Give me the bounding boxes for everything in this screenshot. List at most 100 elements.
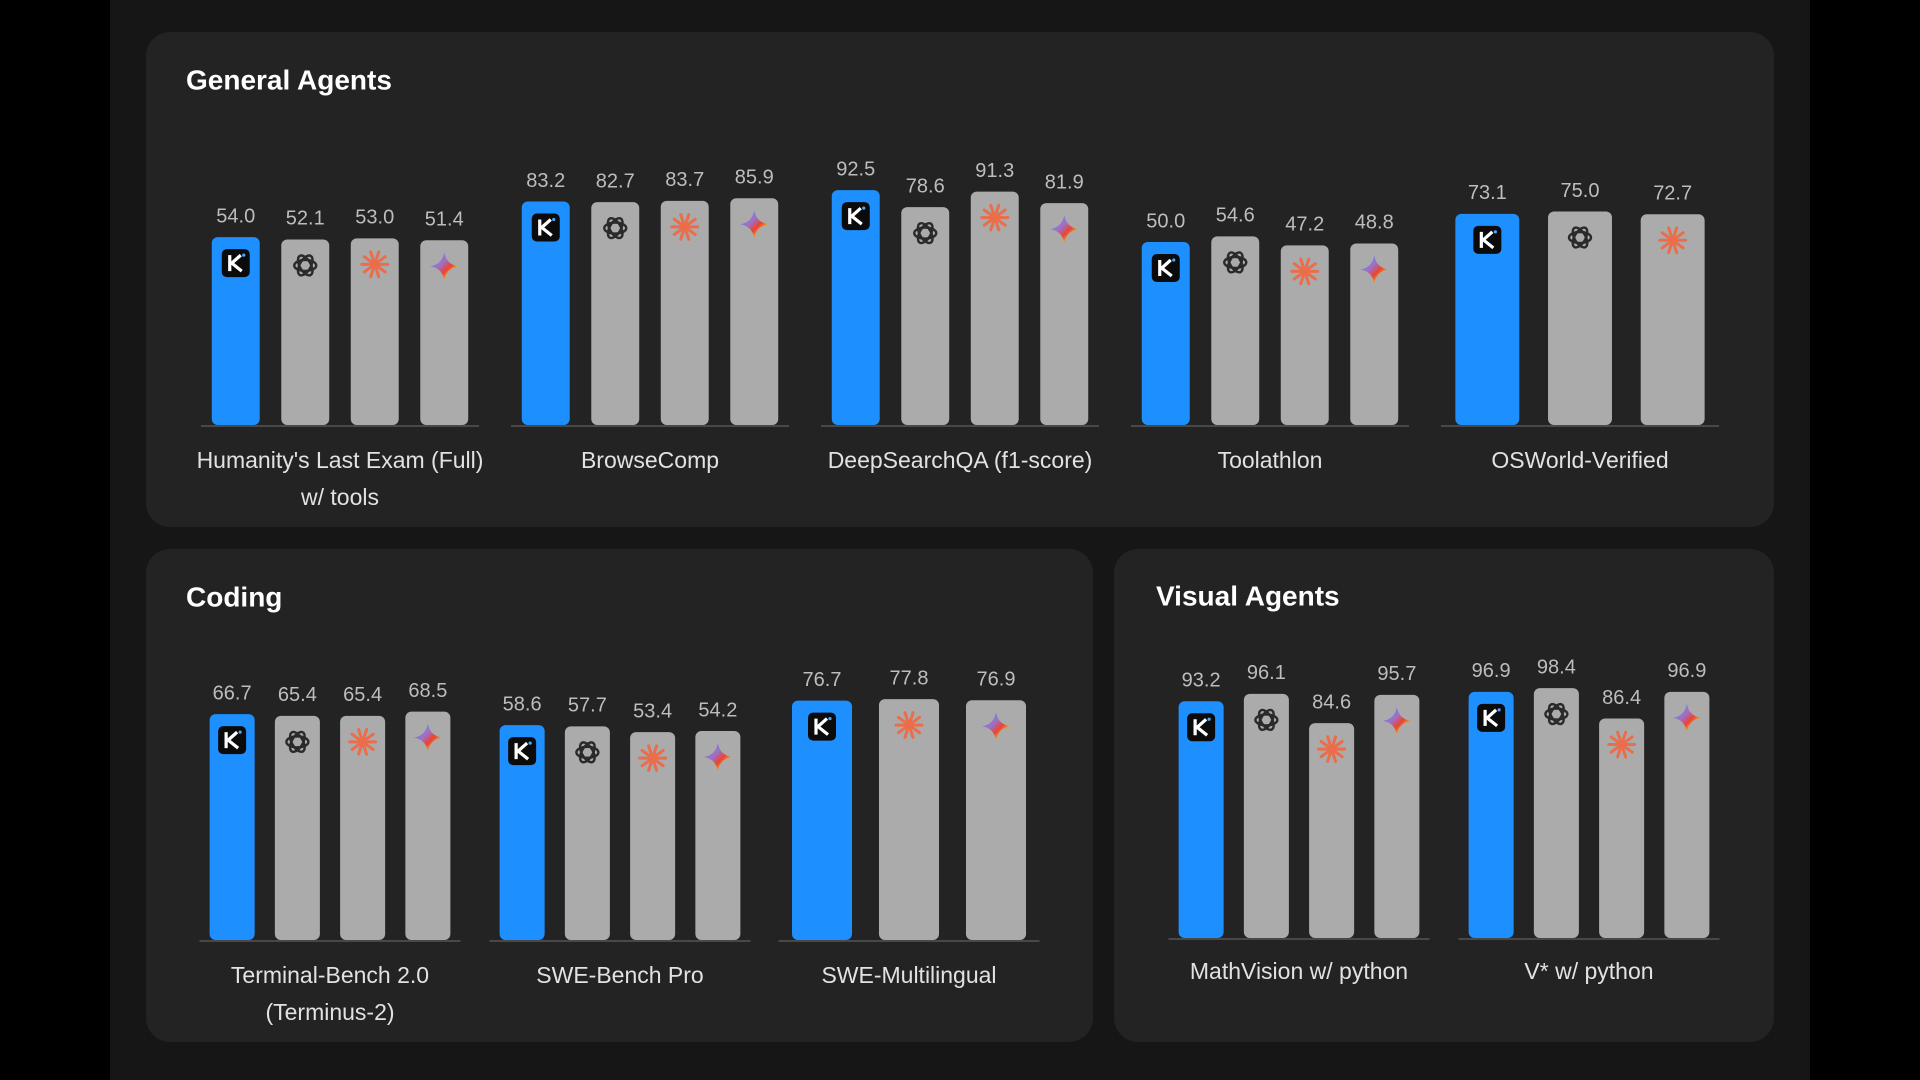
panel-title: Coding xyxy=(186,581,282,612)
logo-dot xyxy=(828,716,832,721)
logo-bg xyxy=(531,213,560,242)
logo-ray xyxy=(373,255,387,266)
logo-ray xyxy=(1330,739,1344,751)
bar xyxy=(1243,693,1289,938)
bar xyxy=(730,198,779,425)
category-label: SWE-Multilingual xyxy=(821,962,996,988)
logo-glyph xyxy=(1158,258,1173,278)
category-label: Terminal-Bench 2.0 (Terminus-2) xyxy=(231,962,429,1025)
value-label: 83.2 xyxy=(526,170,565,192)
bar xyxy=(420,240,469,425)
value-label: 54.2 xyxy=(698,699,737,721)
value-label: 96.9 xyxy=(1667,660,1706,682)
logo-dot xyxy=(238,730,242,734)
logo-ring xyxy=(293,258,318,273)
bar xyxy=(1664,691,1710,938)
logo-ray xyxy=(907,715,922,727)
bar xyxy=(1599,718,1645,938)
logo-ring xyxy=(916,221,934,245)
value-label: 86.4 xyxy=(1602,687,1641,709)
value-label: 53.0 xyxy=(355,207,394,229)
model-logo xyxy=(575,741,600,764)
value-label: 65.4 xyxy=(278,684,317,706)
bar xyxy=(1350,243,1399,425)
bar xyxy=(970,191,1019,425)
bar xyxy=(1640,214,1705,425)
logo-dot xyxy=(862,206,866,210)
logo-star xyxy=(982,712,1010,741)
bar xyxy=(211,237,260,425)
category-label: SWE-Bench Pro xyxy=(536,962,703,988)
logo-ring xyxy=(288,730,306,753)
logo-star xyxy=(1360,255,1389,284)
model-logo xyxy=(808,712,836,741)
bar xyxy=(340,715,386,940)
model-logo xyxy=(221,249,250,278)
value-label: 58.6 xyxy=(503,693,542,715)
logo-ring xyxy=(288,730,306,753)
logo-ring xyxy=(578,741,596,764)
logo-ray xyxy=(1671,231,1685,242)
logo-ring xyxy=(606,216,624,240)
logo-dot xyxy=(1207,717,1211,721)
logo-ring xyxy=(1257,708,1275,732)
value-label: 48.8 xyxy=(1355,212,1394,234)
logo-star xyxy=(430,252,459,281)
logo-ring xyxy=(1544,707,1569,721)
bar xyxy=(564,726,610,940)
value-label: 76.7 xyxy=(803,669,842,691)
bar xyxy=(209,714,255,940)
model-logo xyxy=(1187,713,1216,742)
model-logo xyxy=(1567,226,1593,249)
value-label: 68.5 xyxy=(408,680,447,702)
category-label: Humanity's Last Exam (Full) w/ tools xyxy=(197,447,484,510)
value-label: 47.2 xyxy=(1285,214,1324,236)
bar xyxy=(831,190,880,425)
bar xyxy=(521,201,570,425)
model-logo xyxy=(1477,703,1506,732)
model-logo xyxy=(360,250,390,279)
value-label: 91.3 xyxy=(975,160,1014,182)
bar xyxy=(695,731,741,940)
logo-ring xyxy=(1226,251,1244,274)
logo-glyph xyxy=(848,206,863,226)
bar xyxy=(1141,242,1190,425)
logo-ray xyxy=(361,732,375,744)
model-logo xyxy=(1658,226,1688,255)
value-label: 76.9 xyxy=(977,669,1016,691)
logo-ring xyxy=(296,254,314,277)
bar xyxy=(791,700,853,940)
value-label: 75.0 xyxy=(1561,180,1600,202)
logo-ring xyxy=(603,221,628,235)
logo-ray xyxy=(683,217,697,229)
logo-ray xyxy=(1620,735,1634,747)
bar xyxy=(1374,694,1420,938)
logo-ring xyxy=(1223,255,1248,270)
model-logo xyxy=(841,202,870,231)
logo-dot xyxy=(1497,708,1501,712)
value-label: 53.4 xyxy=(633,700,672,722)
logo-ring xyxy=(1547,702,1565,726)
model-logo xyxy=(740,210,769,239)
panel-title: General Agents xyxy=(186,64,392,95)
model-logo xyxy=(1544,702,1569,726)
logo-bg xyxy=(218,726,247,755)
logo-ring xyxy=(1567,230,1593,245)
model-logo xyxy=(980,203,1010,232)
logo-dot xyxy=(1172,258,1176,262)
model-logo xyxy=(894,711,924,739)
bar xyxy=(1533,688,1579,938)
category-label: DeepSearchQA (f1-score) xyxy=(828,447,1093,473)
logo-ring xyxy=(296,254,314,277)
bar xyxy=(660,200,709,425)
bar xyxy=(350,238,399,425)
value-label: 54.6 xyxy=(1216,205,1255,227)
panel-title: Visual Agents xyxy=(1156,580,1340,611)
model-logo xyxy=(218,726,247,755)
logo-glyph xyxy=(228,253,243,273)
logo-ring xyxy=(1571,226,1589,249)
logo-ring xyxy=(1226,251,1244,274)
value-label: 92.5 xyxy=(836,158,875,180)
value-label: 93.2 xyxy=(1182,670,1221,692)
model-logo xyxy=(1607,730,1637,759)
